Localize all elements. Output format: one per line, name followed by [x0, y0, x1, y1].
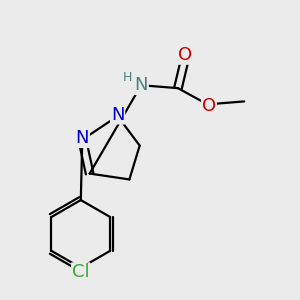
Text: O: O [202, 97, 216, 115]
Text: N: N [76, 129, 89, 147]
Text: N: N [134, 76, 148, 94]
Text: O: O [178, 46, 192, 64]
Text: Cl: Cl [72, 263, 90, 281]
Text: N: N [111, 106, 124, 124]
Text: H: H [123, 71, 133, 84]
